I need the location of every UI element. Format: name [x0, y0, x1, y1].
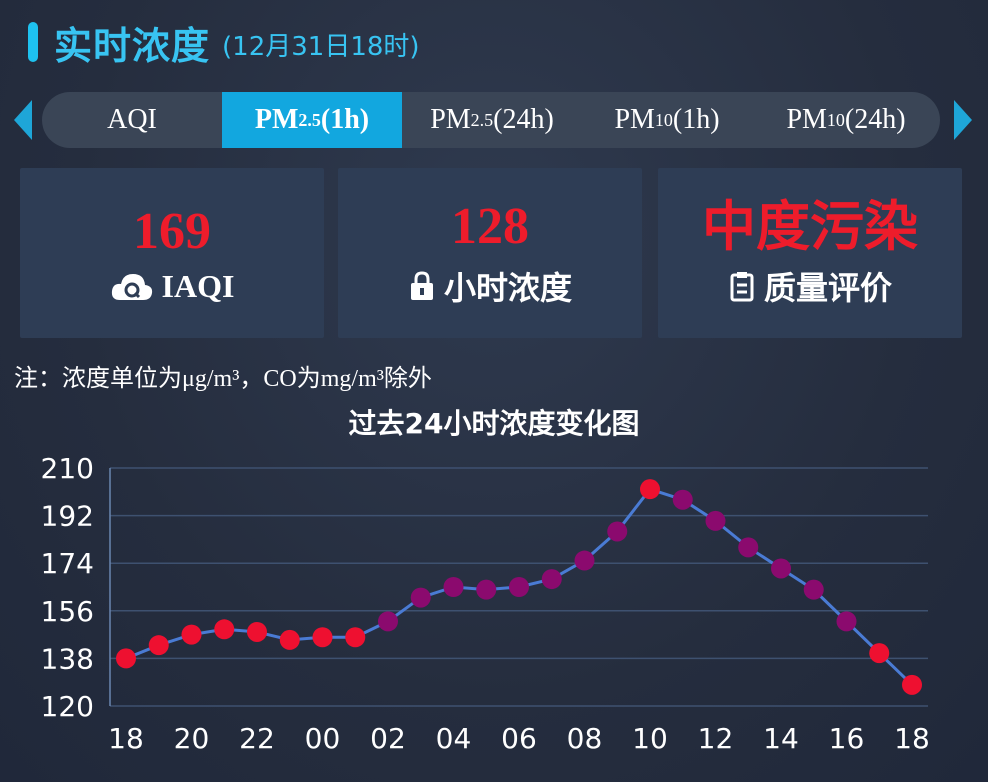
data-point [509, 577, 529, 597]
data-point [476, 579, 497, 600]
unit-note: 注：浓度单位为μg/m³，CO为mg/m³除外 [14, 366, 432, 392]
x-tick-label: 22 [239, 722, 275, 755]
data-point [345, 627, 366, 648]
y-tick-label: 210 [41, 452, 94, 485]
y-tick-label: 192 [41, 500, 94, 533]
data-point [312, 627, 333, 648]
y-tick-label: 174 [41, 547, 94, 580]
update-time: (12月31日18时) [222, 31, 420, 62]
hourly-concentration-label: 小时浓度 [443, 269, 572, 307]
x-tick-label: 18 [108, 722, 144, 755]
data-point [672, 489, 693, 510]
tab-pm25-1h[interactable]: PM 2.5 (1h) [222, 92, 402, 148]
data-point [607, 521, 628, 542]
y-tick-label: 156 [41, 595, 94, 628]
data-point [803, 579, 824, 600]
x-tick-label: 16 [829, 722, 865, 755]
tab-scroll-left-icon[interactable] [14, 100, 32, 140]
y-tick-label: 120 [41, 690, 94, 723]
x-tick-label: 00 [305, 722, 341, 755]
x-tick-label: 10 [632, 722, 668, 755]
x-tick-label: 02 [370, 722, 406, 755]
x-tick-label: 12 [698, 722, 734, 755]
header-accent-bar [28, 22, 38, 62]
data-point [279, 629, 300, 650]
x-tick-label: 08 [567, 722, 603, 755]
x-tick-label: 20 [174, 722, 210, 755]
data-point [148, 635, 169, 656]
page-title: 实时浓度 [54, 23, 211, 68]
data-point [640, 479, 660, 500]
tab-pm10-1h[interactable]: PM 10 (1h) [614, 104, 720, 135]
x-tick-label: 14 [763, 722, 799, 755]
tab-scroll-right-icon[interactable] [954, 100, 972, 140]
y-tick-label: 138 [41, 642, 94, 675]
cloud-q-icon [110, 270, 154, 302]
chart-title: 过去24小时浓度变化图 [348, 407, 640, 440]
data-point [410, 587, 431, 608]
iaqi-value: 169 [133, 202, 211, 260]
tab-aqi[interactable]: AQI [107, 104, 157, 135]
data-point [738, 537, 759, 558]
lock-icon [408, 270, 436, 302]
concentration-line-chart: 120 138 156 174 192 210 18 20 22 00 02 04 06 08 10 12 14… [41, 452, 930, 755]
iaqi-card: 169 IAQI [20, 168, 324, 338]
tab-pm25-24h[interactable]: PM 2.5 (24h) [430, 104, 554, 135]
data-point [902, 674, 922, 695]
hourly-concentration-value: 128 [451, 198, 529, 255]
tab-pm10-24h[interactable]: PM 10 (24h) [786, 104, 906, 135]
data-point [836, 611, 857, 632]
data-point [869, 643, 890, 664]
page-header: 实时浓度 (12月31日18时) [28, 14, 420, 70]
data-point [705, 510, 726, 531]
hourly-concentration-card: 128 小时浓度 [338, 168, 642, 338]
data-point [116, 648, 136, 669]
quality-rating-card: 中度污染 质量评价 [658, 168, 962, 338]
x-tick-label: 18 [894, 722, 930, 755]
x-tick-label: 04 [436, 722, 472, 755]
data-point [378, 611, 398, 632]
pollutant-tabs: AQI PM 2.5 (1h) PM 2.5 (24h) PM 10 (1h) PM 10 (2… [42, 92, 940, 148]
data-point [771, 558, 791, 579]
quality-rating-value: 中度污染 [702, 195, 918, 258]
iaqi-label: IAQI [161, 267, 235, 304]
data-point [541, 569, 562, 590]
data-point [443, 577, 464, 597]
data-point [574, 550, 595, 571]
data-point [247, 621, 267, 642]
clipboard-icon [728, 270, 756, 302]
x-tick-label: 06 [501, 722, 537, 755]
quality-rating-label: 质量评价 [763, 269, 892, 307]
data-point [214, 619, 235, 640]
data-point [181, 624, 202, 645]
